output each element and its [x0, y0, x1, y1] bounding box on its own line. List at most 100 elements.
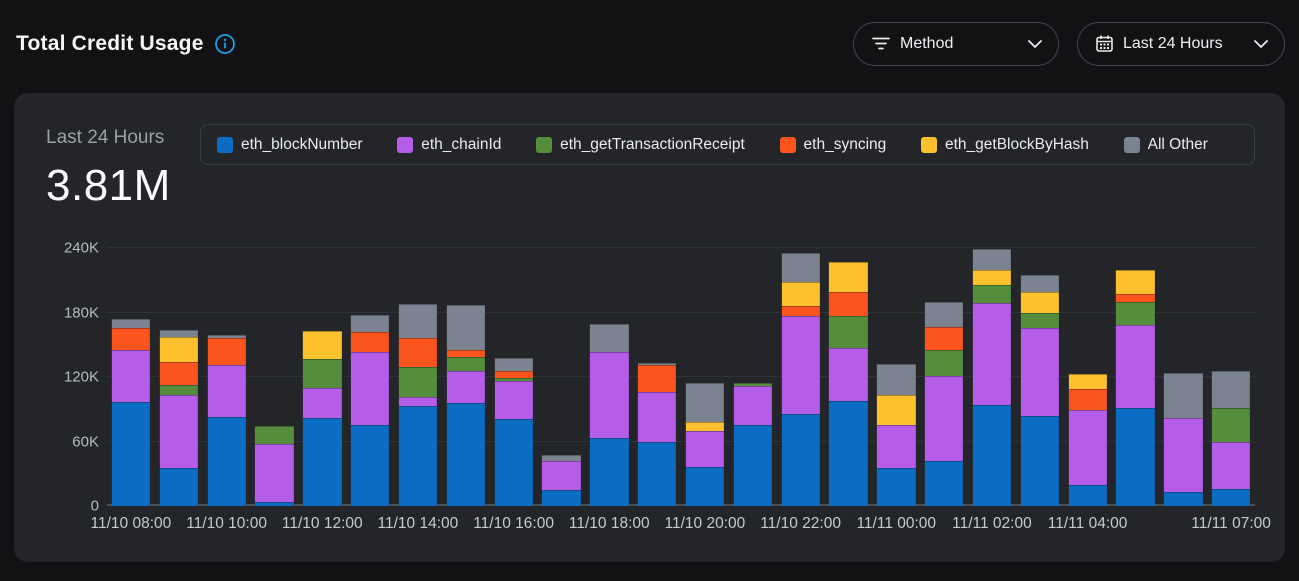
bar-segment-eth_blockNumber [1164, 492, 1203, 506]
x-axis-tick: 11/10 10:00 [186, 515, 267, 532]
bar-segment-eth_chainId [829, 347, 868, 401]
x-axis-tick: 11/11 07:00 [1191, 515, 1271, 532]
bar-segment-All Other [877, 364, 916, 396]
bar-segment-All Other [398, 303, 438, 339]
bar-segment-eth_blockNumber [207, 416, 246, 506]
page-title: Total Credit Usage [16, 31, 204, 55]
bar-11/10 12:00 [303, 330, 342, 506]
info-icon[interactable] [214, 33, 236, 55]
bar-segment-eth_chainId [781, 315, 820, 414]
legend-item[interactable]: eth_chainId [397, 136, 501, 154]
bar-segment-eth_syncing [159, 361, 198, 385]
bar-11/10 10:00 [207, 335, 246, 506]
bar-segment-eth_syncing [446, 350, 485, 357]
bar-segment-eth_getTransactionReceipt [1116, 301, 1155, 326]
bar-segment-eth_chainId [1068, 410, 1107, 485]
bar-segment-eth_getTransactionReceipt [1020, 312, 1059, 328]
stat-total-value: 3.81M [46, 161, 171, 210]
bar-segment-eth_chainId [685, 430, 725, 468]
bar-segment-eth_blockNumber [494, 418, 533, 506]
legend-item[interactable]: eth_blockNumber [217, 136, 362, 154]
bar-segment-eth_blockNumber [829, 400, 868, 506]
legend-item[interactable]: eth_getTransactionReceipt [536, 136, 745, 154]
bar-11/11 06:00 [1164, 372, 1203, 506]
y-axis-tick: 60K [72, 433, 99, 450]
bar-11/10 16:00 [494, 357, 533, 506]
bar-segment-All Other [446, 305, 485, 351]
legend-swatch [1123, 136, 1140, 153]
bar-segment-eth_getBlockByHash [781, 282, 820, 307]
bar-segment-eth_getBlockByHash [972, 269, 1012, 285]
bar-segment-eth_syncing [207, 338, 246, 366]
y-axis: 0 60K 120K 180K 240K [44, 240, 107, 515]
bar-segment-All Other [207, 335, 246, 339]
bar-segment-eth_blockNumber [781, 413, 820, 506]
filter-icon [872, 37, 890, 50]
bar-segment-eth_blockNumber [972, 404, 1012, 506]
x-axis-tick: 11/10 08:00 [90, 515, 172, 532]
bar-segment-eth_chainId [590, 352, 629, 439]
bar-segment-eth_getTransactionReceipt [446, 356, 485, 371]
gridline [107, 376, 1255, 377]
bar-segment-All Other [159, 329, 198, 338]
y-axis-tick: 180K [63, 304, 99, 321]
header-controls: Method Last 24 Hours [853, 21, 1285, 66]
y-axis-tick: 120K [63, 368, 99, 386]
bar-segment-eth_blockNumber [590, 438, 629, 506]
bar-segment-All Other [590, 324, 629, 353]
bar-segment-eth_blockNumber [1116, 408, 1155, 506]
legend-item[interactable]: eth_syncing [779, 136, 886, 154]
bar-11/10 15:00 [446, 305, 485, 506]
bar-segment-eth_syncing [829, 292, 868, 316]
legend-item[interactable]: eth_getBlockByHash [921, 136, 1089, 154]
legend-label: eth_chainId [421, 135, 502, 153]
bar-segment-eth_blockNumber [350, 425, 390, 506]
gridline [107, 247, 1255, 248]
time-range-button[interactable]: Last 24 Hours [1077, 21, 1285, 66]
legend-label: All Other [1147, 135, 1208, 153]
bar-segment-eth_getTransactionReceipt [494, 378, 533, 382]
bar-segment-eth_blockNumber [685, 467, 725, 506]
bar-11/10 17:00 [542, 455, 581, 506]
x-axis-tick: 11/10 16:00 [473, 515, 554, 532]
bar-segment-eth_getTransactionReceipt [1211, 408, 1251, 442]
bar-segment-eth_getBlockByHash [159, 337, 198, 362]
method-filter-button[interactable]: Method [853, 21, 1059, 66]
bar-segment-eth_getBlockByHash [303, 330, 342, 359]
bar-segment-eth_blockNumber [542, 489, 581, 506]
bar-segment-All Other [972, 249, 1012, 270]
bar-segment-eth_blockNumber [924, 460, 964, 506]
x-axis-tick: 11/10 14:00 [377, 515, 459, 532]
bar-11/11 01:00 [924, 301, 964, 506]
bar-11/10 08:00 [111, 318, 151, 506]
bar-segment-eth_chainId [1020, 327, 1059, 416]
title-group: Total Credit Usage [16, 32, 236, 56]
bar-segment-eth_syncing [350, 331, 390, 353]
legend-label: eth_getBlockByHash [945, 135, 1089, 153]
bar-11/11 02:00 [972, 249, 1012, 506]
bar-segment-eth_syncing [494, 370, 533, 379]
bar-segment-eth_getBlockByHash [685, 422, 725, 431]
y-axis-tick: 240K [63, 239, 99, 257]
bar-11/10 11:00 [255, 426, 294, 506]
x-axis-tick: 11/10 12:00 [281, 515, 363, 532]
bar-segment-eth_getTransactionReceipt [924, 350, 964, 376]
legend-item[interactable]: All Other [1123, 135, 1208, 154]
bar-11/11 07:00 [1211, 370, 1251, 506]
bar-segment-eth_getBlockByHash [877, 395, 916, 426]
bar-11/11 05:00 [1116, 269, 1155, 506]
bar-segment-eth_blockNumber [255, 501, 294, 506]
legend-label: eth_blockNumber [241, 135, 363, 153]
chart-legend: eth_blockNumber eth_chainId eth_getTransac… [200, 124, 1255, 165]
page-header: Total Credit Usage Method [0, 0, 1299, 93]
bar-segment-eth_getBlockByHash [1068, 373, 1107, 389]
x-axis-tick: 11/10 18:00 [568, 515, 650, 532]
bar-segment-All Other [542, 455, 581, 461]
legend-swatch [921, 136, 937, 153]
stacked-bar-chart: 0 60K 120K 180K 240K 11/10 08:00 11/10 10:00 1… [44, 240, 1271, 540]
bar-segment-eth_syncing [1068, 388, 1107, 411]
method-filter-label: Method [900, 34, 954, 52]
bar-segment-eth_syncing [1116, 294, 1155, 302]
x-axis-tick: 11/11 00:00 [856, 515, 937, 532]
usage-card: Last 24 Hours 3.81M eth_blockNumber eth_c… [14, 93, 1285, 562]
